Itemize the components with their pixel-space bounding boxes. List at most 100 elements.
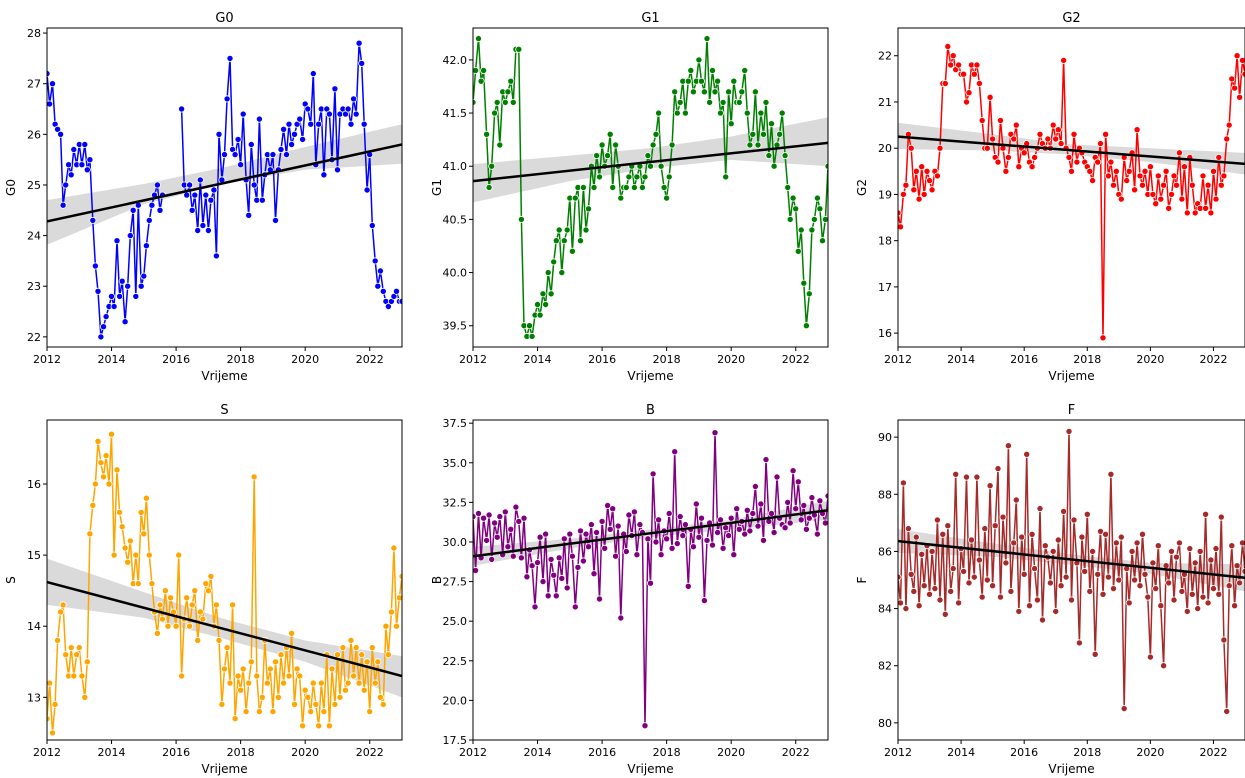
data-point [1068, 596, 1076, 604]
chart-title: G0 [215, 11, 233, 26]
data-point [714, 77, 722, 85]
data-point [762, 98, 770, 106]
data-point [1228, 75, 1236, 83]
chart-panel-f: 2012 2014 2016 2018 2020 2022 80 82 84 86 88 90 F Vri… [855, 403, 1245, 776]
data-point [684, 77, 692, 85]
y-tick-label: 32.5 [443, 496, 468, 509]
data-point [633, 173, 641, 181]
data-point [226, 679, 234, 687]
data-point [689, 543, 697, 551]
x-tick-label: 2022 [782, 353, 810, 366]
data-point [320, 171, 328, 179]
data-point [78, 161, 86, 169]
data-point [1075, 639, 1083, 647]
data-point [579, 183, 587, 191]
data-point [1099, 334, 1107, 342]
y-tick-label: 41.5 [443, 107, 468, 120]
data-point [555, 554, 563, 562]
y-tick-label: 25.0 [443, 615, 468, 628]
y-axis-label: G2 [855, 179, 869, 196]
data-point [47, 100, 54, 108]
data-point [118, 523, 126, 531]
data-point [792, 505, 800, 513]
data-point [657, 162, 665, 170]
data-point [1191, 559, 1199, 567]
data-point [317, 679, 325, 687]
data-point [784, 183, 792, 191]
data-point [86, 530, 94, 538]
y-tick-label: 27.5 [443, 576, 468, 589]
data-point [178, 672, 186, 680]
data-point [1036, 505, 1044, 513]
data-point [918, 163, 926, 171]
data-point [347, 120, 355, 128]
data-point [242, 708, 250, 716]
data-point [933, 172, 941, 180]
data-point [647, 162, 655, 170]
data-point [1102, 530, 1110, 538]
data-point [1073, 158, 1081, 166]
data-point [1157, 195, 1165, 203]
plot-frame [897, 419, 1245, 741]
data-point [665, 173, 673, 181]
data-point [684, 582, 692, 590]
data-point [1117, 533, 1125, 541]
data-point [304, 693, 312, 701]
data-point [1012, 121, 1020, 129]
data-point [743, 506, 751, 514]
data-point [1204, 599, 1212, 607]
data-point [496, 141, 504, 149]
data-point [358, 651, 366, 659]
data-point [161, 587, 169, 595]
data-point [1188, 590, 1196, 598]
data-point [280, 125, 288, 133]
data-point [1115, 576, 1123, 584]
data-point [952, 470, 960, 478]
data-point [536, 311, 544, 319]
data-point [290, 130, 298, 138]
data-point [655, 516, 663, 524]
data-point [59, 201, 67, 209]
data-point [485, 183, 493, 191]
y-tick-label: 84 [878, 603, 892, 616]
data-point [923, 167, 931, 175]
data-point [480, 67, 488, 75]
data-point [768, 509, 776, 517]
data-point [474, 509, 482, 517]
data-point [1036, 130, 1044, 138]
data-point [994, 158, 1002, 166]
data-point [585, 543, 593, 551]
data-point [681, 109, 689, 117]
confidence-band [898, 122, 1245, 175]
data-point [1049, 547, 1057, 555]
data-point [183, 191, 191, 199]
trend-line [473, 509, 828, 558]
x-tick-label: 2020 [717, 746, 745, 759]
data-point [307, 120, 315, 128]
x-tick-label: 2014 [98, 353, 126, 366]
data-point [234, 135, 242, 143]
data-point [1133, 539, 1141, 547]
data-point [363, 186, 371, 194]
data-point [757, 500, 765, 508]
data-point [54, 636, 62, 644]
data-point [266, 665, 274, 673]
data-point [199, 221, 207, 229]
chart-panel-g2: 2012 2014 2016 2018 2020 2022 16 17 18 19 20 21 22 G2… [855, 11, 1245, 383]
data-point [668, 544, 676, 552]
data-point [274, 693, 282, 701]
data-point [582, 530, 590, 538]
data-point [986, 93, 994, 101]
data-point [110, 302, 118, 310]
data-point [902, 605, 910, 613]
data-point [1204, 181, 1212, 189]
data-point [81, 140, 89, 148]
data-point [698, 77, 706, 85]
data-point [142, 494, 150, 502]
x-tick-label: 2016 [588, 353, 616, 366]
x-tick-label: 2012 [459, 746, 487, 759]
data-point [94, 437, 102, 445]
data-point [350, 95, 358, 103]
data-point [488, 162, 496, 170]
data-point [1228, 542, 1236, 550]
